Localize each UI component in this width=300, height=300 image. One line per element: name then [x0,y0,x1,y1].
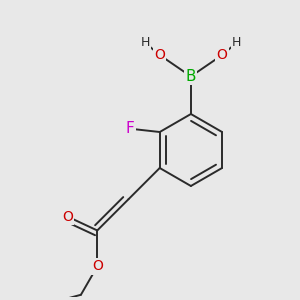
Text: F: F [126,121,135,136]
Text: H: H [232,36,242,49]
Text: O: O [154,48,165,62]
Text: B: B [186,69,196,84]
Text: O: O [62,210,73,224]
Text: H: H [140,36,150,49]
Text: O: O [217,48,227,62]
Text: O: O [92,260,103,273]
